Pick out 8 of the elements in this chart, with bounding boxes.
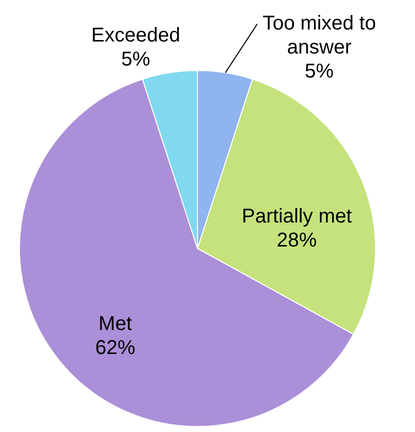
data-label: 5% bbox=[304, 60, 334, 83]
slice-label: Exceeded bbox=[91, 24, 180, 47]
data-label: 5% bbox=[121, 48, 150, 71]
data-label: 28% bbox=[276, 230, 318, 252]
slice-label: Too mixed to answer bbox=[262, 12, 376, 59]
data-label: 62% bbox=[95, 337, 136, 360]
slice-label: Partially met bbox=[242, 206, 352, 228]
slice-label: Met bbox=[98, 313, 132, 336]
